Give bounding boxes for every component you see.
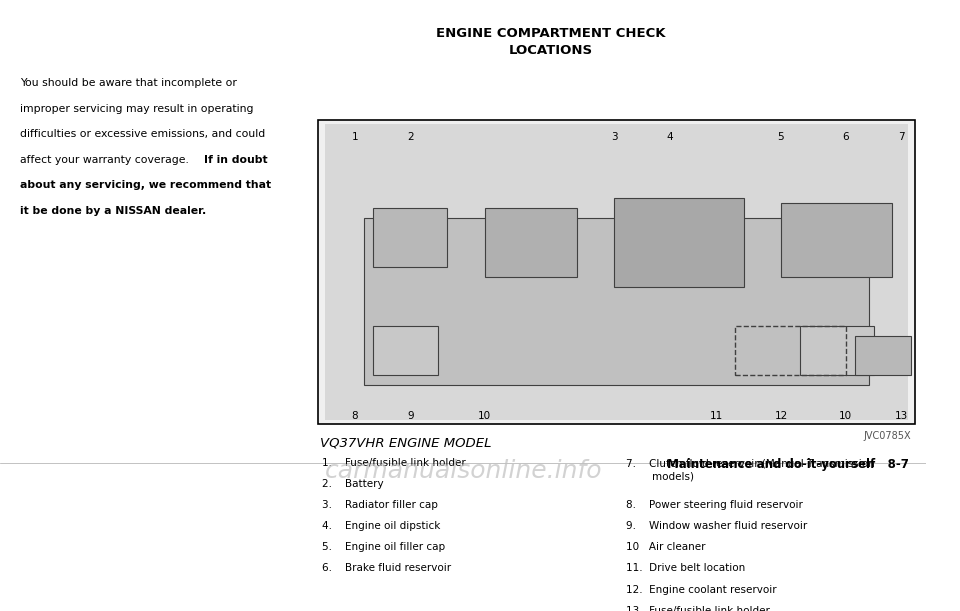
Bar [318, 120, 915, 424]
Text: 2: 2 [407, 133, 414, 142]
Text: 7: 7 [899, 133, 904, 142]
Text: about any servicing, we recommend that: about any servicing, we recommend that [20, 180, 272, 190]
Text: 4: 4 [666, 133, 673, 142]
Text: 7.    Clutch fluid reservoir (Manual Transmission
        models): 7. Clutch fluid reservoir (Manual Transm… [626, 458, 875, 481]
Text: If in doubt: If in doubt [204, 155, 268, 165]
Text: 8: 8 [351, 411, 358, 422]
Bar [373, 208, 447, 267]
Text: 4.    Engine oil dipstick: 4. Engine oil dipstick [323, 521, 441, 532]
Text: JVC0785X: JVC0785X [863, 431, 911, 441]
Text: 8.    Power steering fluid reservoir: 8. Power steering fluid reservoir [626, 500, 803, 510]
Text: 3.    Radiator filler cap: 3. Radiator filler cap [323, 500, 439, 510]
Bar [781, 203, 892, 277]
Text: 13: 13 [895, 411, 908, 422]
Text: 12: 12 [775, 411, 787, 422]
Bar [734, 326, 846, 375]
Bar [325, 124, 908, 420]
Text: 10: 10 [478, 411, 492, 422]
Text: 13.  Fuse/fusible link holder: 13. Fuse/fusible link holder [626, 606, 770, 611]
Text: improper servicing may result in operating: improper servicing may result in operati… [20, 104, 253, 114]
Text: ENGINE COMPARTMENT CHECK
LOCATIONS: ENGINE COMPARTMENT CHECK LOCATIONS [437, 27, 666, 57]
Text: 12.  Engine coolant reservoir: 12. Engine coolant reservoir [626, 585, 777, 595]
Text: 9.    Window washer fluid reservoir: 9. Window washer fluid reservoir [626, 521, 807, 532]
Text: difficulties or excessive emissions, and could: difficulties or excessive emissions, and… [20, 130, 266, 139]
Text: 10   Air cleaner: 10 Air cleaner [626, 543, 706, 552]
Text: 9: 9 [407, 411, 414, 422]
Text: 5.    Engine oil filler cap: 5. Engine oil filler cap [323, 543, 445, 552]
Bar [855, 335, 911, 375]
Text: carmanualsonline.info: carmanualsonline.info [324, 459, 602, 483]
Text: 6: 6 [843, 133, 850, 142]
Text: 10: 10 [839, 411, 852, 422]
Bar [373, 326, 438, 375]
Text: 1.    Fuse/fusible link holder: 1. Fuse/fusible link holder [323, 458, 467, 468]
Bar [800, 326, 874, 375]
Text: VQ37VHR ENGINE MODEL: VQ37VHR ENGINE MODEL [320, 436, 492, 449]
Text: 3: 3 [611, 133, 617, 142]
Text: affect your warranty coverage.: affect your warranty coverage. [20, 155, 193, 165]
Text: 6.    Brake fluid reservoir: 6. Brake fluid reservoir [323, 563, 451, 574]
Text: 2.    Battery: 2. Battery [323, 479, 384, 489]
Bar [364, 218, 869, 385]
Text: 5: 5 [778, 133, 784, 142]
Text: it be done by a NISSAN dealer.: it be done by a NISSAN dealer. [20, 206, 206, 216]
Text: Maintenance and do-it-yourself   8-7: Maintenance and do-it-yourself 8-7 [667, 458, 909, 471]
Text: You should be aware that incomplete or: You should be aware that incomplete or [20, 78, 237, 89]
Text: 11: 11 [709, 411, 723, 422]
Bar [614, 199, 744, 287]
Bar [485, 208, 577, 277]
Text: 11.  Drive belt location: 11. Drive belt location [626, 563, 745, 574]
Text: 1: 1 [351, 133, 358, 142]
